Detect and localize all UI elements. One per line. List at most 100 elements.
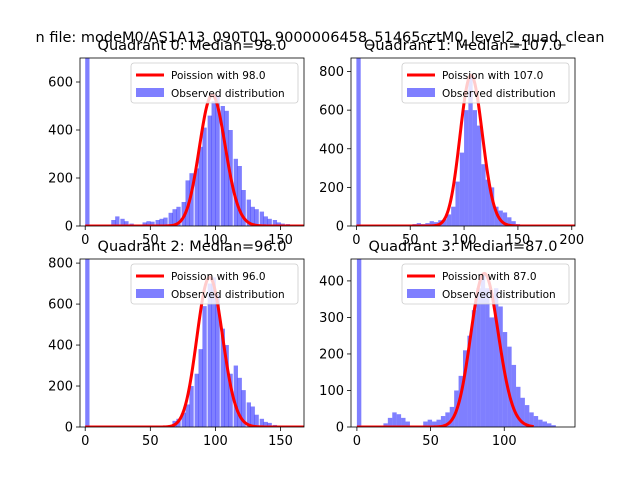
x-tick-label: 100 (492, 434, 517, 449)
histogram-bar (498, 306, 503, 427)
histogram-bar (194, 168, 199, 226)
histogram-bar (489, 317, 494, 427)
histogram-bar (542, 421, 547, 427)
histogram-bar (185, 404, 190, 427)
subplot-title: Quadrant 0: Median=98.0 (98, 38, 287, 54)
y-tick-label: 200 (48, 172, 73, 187)
histogram-bar (241, 390, 246, 427)
x-tick-label: 0 (81, 434, 89, 449)
subplot-quadrant-0: 0 50 100 150 0 200 400 600 Quadrant 0: Median=98… (48, 38, 305, 248)
legend: Poission with 98.0 Observed distribution (130, 62, 299, 104)
histogram-bar (396, 414, 402, 427)
histogram-bar (142, 222, 147, 226)
histogram-bar (211, 277, 216, 427)
histogram-bar (254, 209, 259, 226)
legend-box (130, 263, 299, 305)
histogram-bar (356, 58, 361, 226)
histogram-bar (159, 218, 164, 226)
histogram-bar (259, 211, 265, 226)
histogram-bar (115, 216, 120, 226)
histogram-bar (401, 417, 406, 427)
y-tick-label: 200 (319, 181, 344, 196)
histogram-bar (176, 206, 181, 226)
histogram-bar (267, 218, 272, 226)
histogram-bar (533, 416, 539, 427)
subplot-title: Quadrant 3: Median=87.0 (369, 239, 558, 255)
x-tick-label: 150 (268, 434, 293, 449)
histogram-bar (272, 220, 278, 226)
histogram-bar (194, 373, 199, 427)
subplot-title: Quadrant 1: Median=107.0 (364, 38, 562, 54)
histogram-bar (507, 346, 512, 427)
histogram-bar (516, 386, 521, 427)
histogram-bar (120, 218, 125, 226)
subplot-quadrant-1: 0 50 100 150 200 0 200 400 600 800 Quadrant 1: Med… (319, 38, 584, 248)
histogram-bar (356, 259, 362, 427)
legend-box (401, 263, 570, 305)
histogram-bar (146, 221, 151, 226)
histogram-bar (215, 95, 220, 226)
histogram-bar (502, 212, 508, 226)
histogram-bar (124, 221, 129, 226)
histogram-bar (202, 127, 207, 226)
y-tick-label: 400 (48, 124, 73, 139)
histogram-bar (551, 425, 556, 427)
x-tick-label: 100 (452, 233, 477, 248)
histogram-bar (276, 222, 281, 226)
histogram-bar (494, 206, 499, 226)
histogram-bar (237, 377, 242, 427)
histogram-bar (520, 397, 525, 427)
legend-observed-label: Observed distribution (442, 289, 556, 301)
histogram-bar (459, 152, 465, 226)
x-tick-label: 50 (142, 233, 159, 248)
histogram-bar (233, 158, 238, 226)
histogram-bar (429, 221, 434, 226)
axes-frame (350, 258, 576, 428)
histogram-bar (392, 412, 397, 427)
legend-observed-swatch (136, 88, 164, 97)
histogram-bar (224, 345, 229, 427)
histogram-bar (511, 364, 517, 427)
histogram-bar (507, 217, 512, 226)
legend: Poission with 107.0 Observed distribution (401, 62, 570, 104)
legend-poisson-label: Poission with 107.0 (442, 70, 543, 82)
histogram-bar (237, 166, 242, 226)
histogram-bar (228, 373, 233, 427)
histogram-bar (168, 212, 173, 226)
histogram-bar (468, 75, 473, 226)
x-tick-label: 100 (203, 434, 228, 449)
histogram-bar (511, 221, 516, 226)
y-tick-label: 100 (319, 384, 344, 399)
poisson-curve (356, 271, 534, 427)
histogram-bar (529, 412, 534, 427)
histogram-bar (246, 402, 251, 427)
legend-box (401, 62, 570, 104)
histogram-bar (241, 190, 246, 226)
histogram-bar (85, 259, 90, 427)
legend-observed-label: Observed distribution (171, 88, 285, 100)
subplot-quadrant-2: 0 50 100 150 0 200 400 600 800 Quadrant 2: Median… (48, 239, 305, 449)
histogram-bar (150, 221, 155, 226)
histogram-bar (467, 335, 472, 427)
y-tick-label: 400 (48, 339, 73, 354)
histogram-bar (224, 110, 229, 226)
x-tick-label: 50 (142, 434, 159, 449)
histogram-bar (246, 199, 251, 226)
histogram-bar (481, 164, 486, 226)
histogram-bar (111, 220, 116, 226)
legend-observed-swatch (407, 289, 435, 298)
x-tick-label: 100 (203, 233, 228, 248)
histogram-bar (446, 214, 452, 226)
histogram-bar (189, 386, 194, 427)
x-tick-label: 0 (81, 233, 89, 248)
x-tick-label: 50 (422, 434, 439, 449)
y-tick-label: 0 (336, 220, 344, 235)
histogram-bar (493, 288, 499, 427)
histogram-bar (254, 414, 259, 427)
histogram-bar (476, 288, 481, 427)
histogram-bar (489, 187, 495, 226)
histogram-bar (250, 206, 255, 226)
histogram-bar (220, 328, 225, 427)
plot-area (356, 259, 556, 427)
